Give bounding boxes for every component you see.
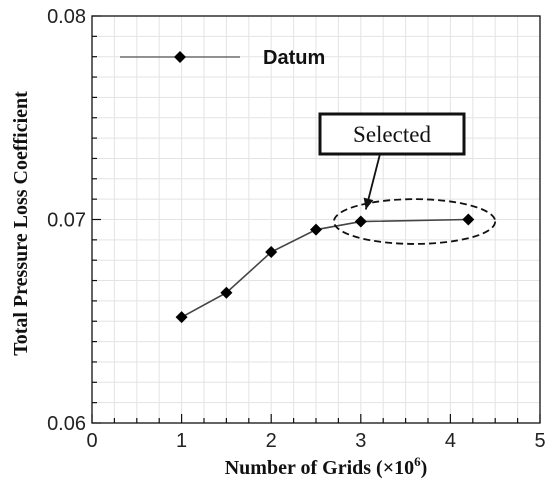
legend-label-datum: Datum xyxy=(263,47,325,69)
y-axis-title: Total Pressure Loss Coefficient xyxy=(10,91,32,356)
data-point-marker xyxy=(354,215,367,228)
data-point-marker xyxy=(220,286,233,299)
y-tick-labels: 0.06 0.07 0.08 xyxy=(47,6,86,435)
data-point-marker xyxy=(462,213,475,226)
x-axis-title: Number of Grids (×106) xyxy=(225,454,428,479)
x-axis-title-main: Number of Grids (×10 xyxy=(225,457,414,479)
x-tick-label: 4 xyxy=(445,430,456,452)
axis-ticks xyxy=(91,15,541,424)
selection-ellipse xyxy=(333,198,497,245)
data-point-marker xyxy=(310,223,322,236)
x-axis-title-close: ) xyxy=(421,457,428,479)
callout-box xyxy=(318,112,466,156)
data-point-marker xyxy=(175,311,188,324)
selected-annotation: Selected xyxy=(318,112,497,245)
callout-arrow-head xyxy=(363,197,374,210)
grid xyxy=(92,16,540,423)
series-line-datum xyxy=(181,218,469,318)
x-tick-label: 1 xyxy=(176,430,187,452)
y-tick-label: 0.08 xyxy=(47,6,86,28)
series-datum xyxy=(175,213,475,324)
x-axis-title-exponent: 6 xyxy=(414,454,421,469)
y-tick-label: 0.06 xyxy=(47,413,86,435)
x-tick-label: 5 xyxy=(534,430,545,452)
x-tick-labels: 0 1 2 3 4 5 xyxy=(86,430,545,452)
legend: Datum xyxy=(120,47,325,69)
legend-marker-diamond xyxy=(174,51,186,63)
data-point-marker xyxy=(265,246,278,259)
x-tick-label: 0 xyxy=(86,430,97,452)
x-tick-label: 2 xyxy=(266,430,277,452)
callout-label: Selected xyxy=(353,122,431,147)
x-tick-label: 3 xyxy=(355,430,366,452)
y-tick-label: 0.07 xyxy=(47,210,86,232)
